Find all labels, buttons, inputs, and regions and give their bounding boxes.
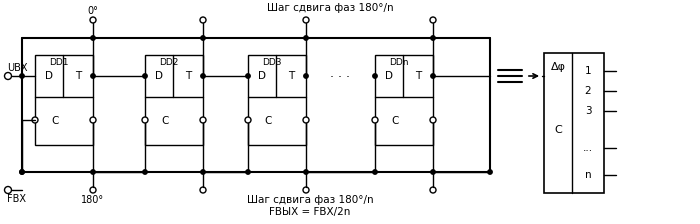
Text: ...: ...	[583, 143, 593, 153]
Circle shape	[32, 117, 38, 123]
Bar	[544, 53, 604, 193]
Circle shape	[246, 170, 250, 174]
Circle shape	[200, 17, 206, 23]
Text: 3: 3	[584, 106, 592, 116]
Text: C: C	[265, 116, 272, 126]
Text: DD2: DD2	[160, 58, 179, 67]
Circle shape	[304, 170, 308, 174]
Text: · · ·: · · ·	[330, 71, 351, 84]
Circle shape	[488, 170, 492, 174]
Text: C: C	[52, 116, 59, 126]
Circle shape	[303, 17, 309, 23]
Text: D: D	[155, 71, 163, 81]
Text: D: D	[258, 71, 266, 81]
Circle shape	[430, 74, 435, 78]
Text: DD3: DD3	[262, 58, 282, 67]
Circle shape	[20, 170, 25, 174]
Circle shape	[430, 117, 436, 123]
Text: T: T	[415, 71, 421, 81]
Circle shape	[20, 74, 25, 78]
Text: DD1: DD1	[50, 58, 69, 67]
Circle shape	[91, 36, 95, 40]
Text: C: C	[162, 116, 169, 126]
Circle shape	[430, 170, 435, 174]
Circle shape	[304, 36, 308, 40]
Circle shape	[201, 74, 205, 78]
Circle shape	[20, 170, 25, 174]
Circle shape	[91, 74, 95, 78]
Bar	[375, 55, 433, 145]
Circle shape	[430, 187, 436, 193]
Circle shape	[90, 187, 96, 193]
Circle shape	[90, 117, 96, 123]
Text: T: T	[185, 71, 191, 81]
Circle shape	[430, 17, 436, 23]
Circle shape	[91, 170, 95, 174]
Bar	[35, 55, 93, 145]
Circle shape	[246, 74, 250, 78]
Circle shape	[201, 170, 205, 174]
Circle shape	[4, 73, 11, 80]
Circle shape	[373, 170, 377, 174]
Text: n: n	[584, 170, 592, 180]
Text: C: C	[391, 116, 399, 126]
Circle shape	[200, 187, 206, 193]
Text: DDn: DDn	[389, 58, 409, 67]
Text: UВХ: UВХ	[7, 63, 27, 73]
Bar	[248, 55, 306, 145]
Text: Шаг сдвига фаз 180°/n: Шаг сдвига фаз 180°/n	[246, 195, 373, 205]
Text: FВХ: FВХ	[7, 194, 26, 204]
Bar	[145, 55, 203, 145]
Circle shape	[304, 74, 308, 78]
Text: 1: 1	[584, 66, 592, 76]
Circle shape	[303, 117, 309, 123]
Circle shape	[201, 36, 205, 40]
Text: 180°: 180°	[81, 195, 104, 205]
Text: D: D	[385, 71, 393, 81]
Circle shape	[4, 187, 11, 194]
Text: T: T	[288, 71, 294, 81]
Text: C: C	[554, 125, 562, 135]
Circle shape	[143, 74, 147, 78]
Text: 2: 2	[584, 86, 592, 96]
Circle shape	[372, 117, 378, 123]
Text: FВЫХ = FВХ/2n: FВЫХ = FВХ/2n	[270, 207, 351, 217]
Text: T: T	[75, 71, 81, 81]
Circle shape	[142, 117, 148, 123]
Circle shape	[90, 17, 96, 23]
Circle shape	[200, 117, 206, 123]
Circle shape	[373, 74, 377, 78]
Text: D: D	[45, 71, 53, 81]
Circle shape	[245, 117, 251, 123]
Text: 0°: 0°	[88, 6, 99, 16]
Text: Шаг сдвига фаз 180°/n: Шаг сдвига фаз 180°/n	[267, 3, 393, 13]
Text: Δφ: Δφ	[550, 62, 566, 72]
Circle shape	[303, 187, 309, 193]
Circle shape	[430, 36, 435, 40]
Circle shape	[143, 170, 147, 174]
